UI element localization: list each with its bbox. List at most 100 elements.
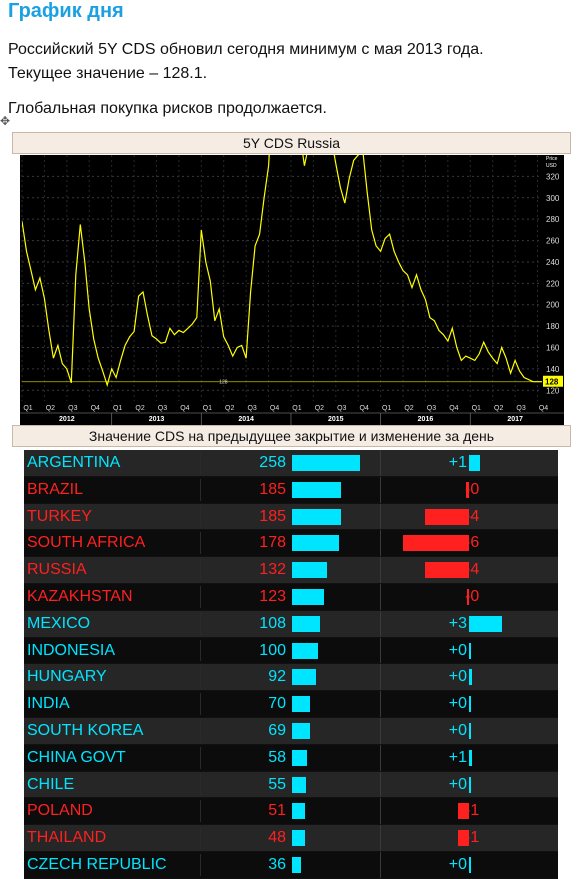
table-row: INDIA 70 +0 xyxy=(24,691,558,718)
table-row: CHILE 55 +0 xyxy=(24,771,558,799)
cds-value: 185 xyxy=(259,507,286,525)
table-row: TURKEY 185 -4 xyxy=(24,503,558,531)
country-name: ARGENTINA xyxy=(27,454,121,471)
paragraph-1: Российский 5Y CDS обновил сегодня миниму… xyxy=(8,41,484,58)
column-divider xyxy=(200,773,201,796)
cds-value-bar xyxy=(292,776,307,793)
x-quarter-label: Q1 xyxy=(472,405,481,412)
table-row: CZECH REPUBLIC 36 +0 xyxy=(24,851,558,879)
change-value: -6 xyxy=(465,534,480,552)
change-value: +0 xyxy=(448,668,467,686)
column-divider xyxy=(200,585,201,608)
change-cell: -4 xyxy=(380,503,577,530)
change-bar xyxy=(466,588,469,605)
cds-value-bar xyxy=(292,535,339,552)
x-quarter-label: Q3 xyxy=(337,405,346,412)
column-divider xyxy=(200,612,201,635)
change-cell: -1 xyxy=(380,798,577,825)
change-bar xyxy=(469,722,472,739)
column-divider xyxy=(200,827,201,849)
cds-value-bar xyxy=(292,562,327,579)
chart-header: 5Y CDS Russia xyxy=(12,132,571,154)
change-cell: +0 xyxy=(380,637,577,664)
x-quarter-label: Q4 xyxy=(91,405,100,412)
change-bar xyxy=(469,696,471,713)
last-value-marker xyxy=(543,375,563,387)
change-value: +0 xyxy=(448,695,467,713)
country-name: CHILE xyxy=(27,775,75,793)
cds-value: 123 xyxy=(259,587,286,605)
x-quarter-label: Q2 xyxy=(494,405,503,412)
column-divider xyxy=(200,666,201,689)
country-name: MEXICO xyxy=(27,614,91,632)
country-name: SOUTH AFRICA xyxy=(27,534,146,552)
cds-value: 178 xyxy=(259,534,286,552)
cds-value: 132 xyxy=(259,561,286,579)
change-bar xyxy=(469,615,502,632)
cds-value: 92 xyxy=(268,668,286,686)
y-tick-label: 220 xyxy=(546,279,560,288)
country-name: RUSSIA xyxy=(27,561,87,579)
table-row: HUNGARY 92 +0 xyxy=(24,664,558,692)
x-quarter-label: Q2 xyxy=(135,405,144,412)
change-cell: +0 xyxy=(380,691,577,717)
series-line xyxy=(22,155,542,388)
cds-value: 58 xyxy=(268,748,286,766)
cds-value: 51 xyxy=(268,802,286,820)
change-value: +0 xyxy=(448,641,467,659)
table-row: BRAZIL 185 -0 xyxy=(24,476,558,504)
change-cell: +0 xyxy=(380,851,577,878)
y-tick-label: 300 xyxy=(546,194,560,203)
change-bar xyxy=(469,776,471,793)
cds-value: 55 xyxy=(268,775,286,793)
y-tick-label: 180 xyxy=(546,322,560,331)
x-quarter-label: Q1 xyxy=(113,405,122,412)
change-value: -4 xyxy=(465,507,480,525)
country-name: CHINA GOVT xyxy=(27,748,126,766)
y-axis-title: USD xyxy=(546,163,557,169)
change-cell: -0 xyxy=(380,583,577,610)
x-quarter-label: Q4 xyxy=(180,405,189,412)
change-value: +0 xyxy=(448,855,467,873)
change-value: +3 xyxy=(448,614,467,632)
y-tick-label: 280 xyxy=(546,215,560,224)
change-bar xyxy=(469,669,473,686)
paragraph-2: Текущее значение – 128.1. xyxy=(8,65,208,82)
change-cell: -0 xyxy=(380,476,577,503)
change-bar xyxy=(458,830,469,847)
last-value-label: 128 xyxy=(545,378,559,387)
change-bar xyxy=(458,803,469,820)
change-cell: +0 xyxy=(380,771,577,798)
column-divider xyxy=(200,532,201,555)
change-value: +1 xyxy=(448,454,467,471)
cds-value: 48 xyxy=(268,829,286,847)
change-bar xyxy=(403,535,469,552)
x-quarter-label: Q4 xyxy=(360,405,369,412)
table-row: THAILAND 48 -1 xyxy=(24,825,558,852)
country-name: TURKEY xyxy=(27,507,92,525)
change-value: +0 xyxy=(448,775,467,793)
x-quarter-label: Q1 xyxy=(292,405,301,412)
change-bar xyxy=(469,455,480,471)
cds-value: 258 xyxy=(259,454,286,471)
column-divider xyxy=(200,452,201,474)
change-value: -1 xyxy=(465,802,480,820)
cds-value-bar xyxy=(292,722,311,739)
x-year-label: 2013 xyxy=(149,416,165,423)
move-handle-icon[interactable]: ✥ xyxy=(0,114,11,128)
change-bar xyxy=(425,508,469,525)
table-row: MEXICO 108 +3 xyxy=(24,610,558,638)
x-quarter-label: Q1 xyxy=(23,405,32,412)
x-quarter-label: Q3 xyxy=(158,405,167,412)
column-divider xyxy=(200,505,201,528)
change-bar xyxy=(469,749,473,766)
change-bar xyxy=(469,856,472,873)
column-divider xyxy=(200,693,201,715)
change-value: -4 xyxy=(465,561,480,579)
column-divider xyxy=(200,800,201,823)
x-year-label: 2016 xyxy=(418,416,434,423)
line-chart-svg: 120 140 160 180 200 220 240 260 280 300 320 PriceUS… xyxy=(20,155,564,425)
x-quarter-label: Q4 xyxy=(539,405,548,412)
country-name: INDONESIA xyxy=(27,641,116,659)
x-quarter-label: Q3 xyxy=(516,405,525,412)
